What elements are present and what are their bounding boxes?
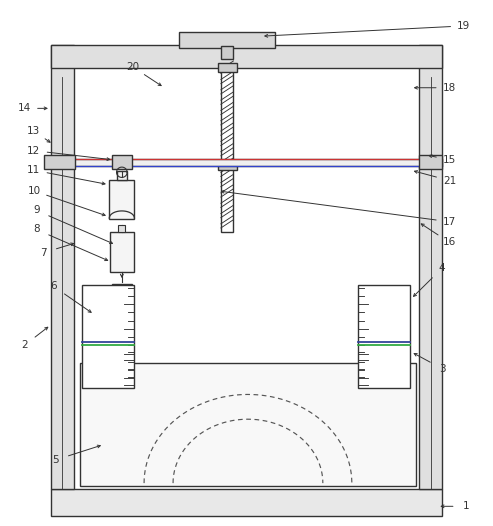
Text: 20: 20 bbox=[126, 62, 140, 72]
Bar bbox=[217, 63, 237, 72]
Text: 5: 5 bbox=[52, 455, 59, 465]
Bar bbox=[51, 45, 442, 68]
Text: 13: 13 bbox=[27, 126, 40, 136]
Bar bbox=[110, 231, 134, 272]
Bar bbox=[217, 160, 237, 170]
Text: 2: 2 bbox=[21, 340, 28, 350]
Bar bbox=[118, 225, 125, 231]
Bar bbox=[358, 346, 409, 387]
Bar bbox=[80, 363, 416, 485]
Bar bbox=[419, 45, 442, 489]
Text: 4: 4 bbox=[439, 263, 446, 273]
Text: 15: 15 bbox=[443, 155, 456, 165]
Text: 7: 7 bbox=[40, 248, 47, 258]
Bar bbox=[357, 285, 410, 388]
Bar bbox=[112, 155, 132, 169]
Bar bbox=[51, 489, 442, 515]
Bar bbox=[83, 346, 134, 387]
Text: 12: 12 bbox=[27, 146, 40, 156]
Bar bbox=[43, 155, 75, 169]
Bar bbox=[221, 68, 234, 232]
Text: 18: 18 bbox=[443, 83, 456, 93]
Bar bbox=[82, 285, 135, 388]
Bar bbox=[51, 159, 442, 166]
Text: 19: 19 bbox=[458, 21, 470, 31]
Bar bbox=[112, 284, 132, 310]
Text: 1: 1 bbox=[463, 501, 470, 511]
Bar bbox=[179, 32, 276, 47]
Text: 9: 9 bbox=[33, 206, 39, 216]
Text: 17: 17 bbox=[443, 217, 456, 227]
Text: 10: 10 bbox=[27, 186, 40, 196]
Text: 8: 8 bbox=[33, 225, 39, 235]
Text: 21: 21 bbox=[443, 176, 456, 186]
Bar bbox=[419, 155, 442, 169]
Text: 6: 6 bbox=[50, 281, 57, 291]
Text: 11: 11 bbox=[27, 165, 40, 175]
Bar bbox=[109, 180, 135, 219]
Text: 3: 3 bbox=[439, 363, 446, 373]
Bar bbox=[221, 46, 234, 59]
Text: 16: 16 bbox=[443, 237, 456, 247]
Text: 14: 14 bbox=[18, 103, 31, 114]
Bar bbox=[51, 45, 74, 489]
Bar bbox=[116, 171, 127, 180]
